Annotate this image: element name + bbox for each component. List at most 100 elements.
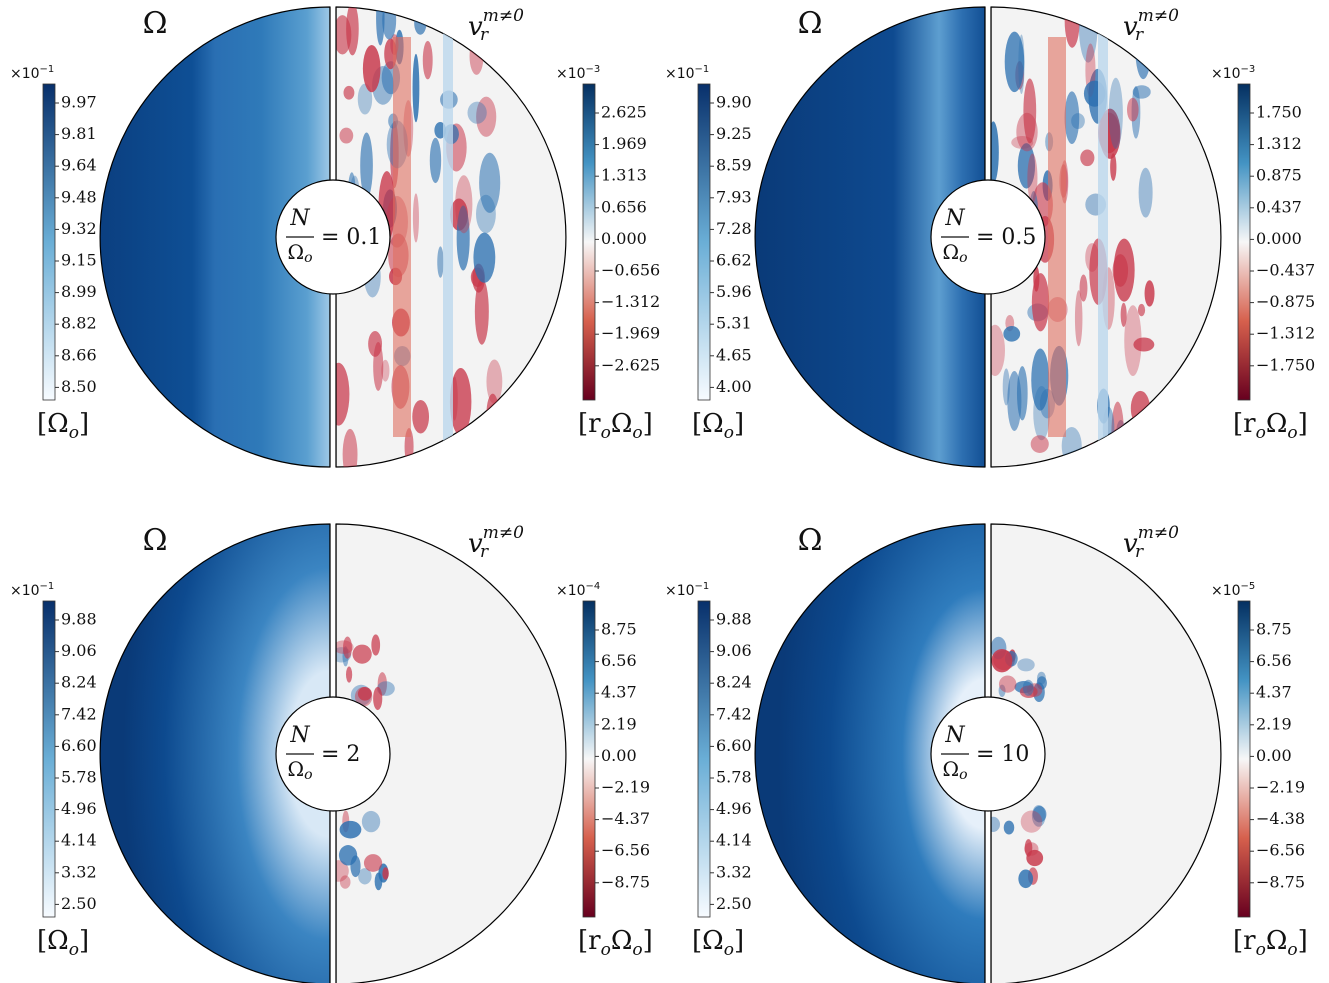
unit-part: Ω	[1266, 409, 1288, 439]
colorbar-tick-label: 0.00	[1256, 746, 1292, 765]
colorbar-tick-label: −0.875	[1256, 292, 1315, 311]
multiplier-base: ×10	[10, 583, 40, 599]
panel: NΩo= 2Ωvm≠0r×10−19.889.068.247.426.605.7…	[10, 522, 653, 983]
flow-structure	[1138, 304, 1145, 316]
unit-part: [r	[1233, 926, 1256, 956]
flow-structure	[364, 854, 382, 872]
figure: NΩo= 0.1Ωvm≠0r×10−19.979.819.649.489.329…	[0, 0, 1329, 983]
unit-sub: o	[724, 940, 734, 960]
unit-part: [r	[578, 409, 601, 439]
multiplier-exp: −3	[586, 64, 601, 75]
flow-structure	[437, 246, 443, 277]
flow-structure	[373, 342, 383, 391]
flow-structure	[344, 86, 355, 100]
band	[393, 37, 411, 437]
unit-part: Ω	[611, 409, 633, 439]
colorbar-tick-label: 7.42	[61, 704, 97, 723]
colorbar-tick-label: 0.656	[601, 197, 647, 216]
flow-structure	[423, 41, 433, 80]
colorbar-tick-label: 2.19	[1256, 714, 1292, 733]
label-numerator: N	[944, 723, 965, 748]
flow-structure	[1037, 672, 1046, 685]
multiplier-base: ×10	[665, 66, 695, 82]
colorbar-tick-label: −4.37	[601, 809, 650, 828]
unit-part: [Ω	[37, 926, 69, 956]
colorbar-tick-label: 0.000	[1256, 229, 1302, 248]
colorbar-multiplier: ×10−1	[665, 64, 709, 82]
colorbar-tick-label: −8.75	[1256, 872, 1305, 891]
flow-structure	[430, 138, 441, 183]
flow-structure	[340, 821, 362, 839]
left-title: Ω	[798, 523, 823, 558]
label-numerator: N	[944, 206, 965, 231]
unit-part: [Ω	[692, 926, 724, 956]
multiplier-exp: −1	[695, 581, 710, 592]
colorbar-tick-label: 8.59	[716, 156, 752, 175]
left-title: Ω	[143, 523, 168, 558]
panel: NΩo= 10Ωvm≠0r×10−19.889.068.247.426.605.…	[665, 522, 1308, 983]
flow-structure	[1133, 85, 1151, 98]
panel: NΩo= 0.5Ωvm≠0r×10−19.909.258.597.937.286…	[665, 0, 1315, 470]
colorbar-tick-label: 9.90	[716, 93, 752, 112]
colorbar	[583, 601, 595, 917]
colorbar-tick-label: 1.750	[1256, 103, 1302, 122]
colorbar-tick-label: 4.14	[61, 831, 97, 850]
unit-part: ]	[79, 409, 89, 439]
colorbar-tick-label: −6.56	[1256, 841, 1305, 860]
colorbar-tick-label: 8.66	[61, 345, 97, 364]
colorbar-tick-label: 6.56	[1256, 651, 1292, 670]
flow-structure	[999, 675, 1016, 692]
unit-sub: o	[1256, 423, 1266, 443]
colorbar-tick-label: 2.50	[61, 894, 97, 913]
colorbar-tick-label: 1.313	[601, 166, 647, 185]
colorbar-tick-label: 8.24	[61, 673, 97, 692]
colorbar-unit: [roΩo]	[578, 926, 653, 960]
denominator: Ω	[942, 240, 959, 264]
title-sup: m≠0	[1138, 6, 1179, 26]
right-title-sub: r	[1135, 25, 1144, 45]
flow-structure	[1023, 680, 1034, 696]
colorbar-tick-label: −2.625	[601, 355, 660, 374]
colorbar-unit: [roΩo]	[1233, 409, 1308, 443]
colorbar-tick-label: 4.14	[716, 831, 752, 850]
flow-structure	[340, 875, 351, 888]
colorbar-tick-label: 8.75	[1256, 620, 1292, 639]
unit-sub: o	[69, 423, 79, 443]
colorbar-tick-label: 9.97	[61, 93, 97, 112]
unit-part: ]	[734, 926, 744, 956]
unit-sub: o	[601, 423, 611, 443]
flow-structure	[1131, 391, 1150, 426]
colorbar	[43, 601, 55, 917]
colorbar-tick-label: −1.969	[601, 324, 660, 343]
colorbar-tick-label: 2.19	[601, 714, 637, 733]
colorbar-tick-label: 1.312	[1256, 134, 1302, 153]
right-title: vm≠0	[1123, 523, 1179, 560]
colorbar-multiplier: ×10−1	[10, 64, 54, 82]
denominator-sub: o	[959, 250, 967, 266]
title-sub: r	[480, 542, 489, 562]
colorbar-tick-label: 6.60	[716, 736, 752, 755]
flow-structure	[1121, 303, 1127, 327]
unit-part: ]	[1298, 409, 1308, 439]
flow-structure	[473, 233, 495, 283]
flow-structure	[343, 429, 358, 480]
unit-sub: o	[632, 423, 642, 443]
colorbar-tick-label: 2.50	[716, 894, 752, 913]
flow-structure	[1026, 850, 1043, 866]
colorbar-multiplier: ×10−5	[1211, 581, 1255, 599]
denominator: Ω	[287, 757, 304, 781]
unit-part: ]	[1298, 926, 1308, 956]
flow-structure	[382, 1, 396, 40]
colorbar-tick-label: 8.24	[716, 673, 752, 692]
denominator: Ω	[942, 757, 959, 781]
flow-structure	[1114, 239, 1135, 302]
colorbar-tick-label: 8.50	[61, 377, 97, 396]
unit-sub: o	[601, 940, 611, 960]
colorbar-multiplier: ×10−1	[665, 581, 709, 599]
colorbar-tick-label: 5.78	[716, 768, 752, 787]
multiplier-base: ×10	[556, 583, 586, 599]
flow-structure	[1018, 869, 1033, 888]
multiplier-base: ×10	[665, 583, 695, 599]
flow-structure	[455, 175, 472, 233]
